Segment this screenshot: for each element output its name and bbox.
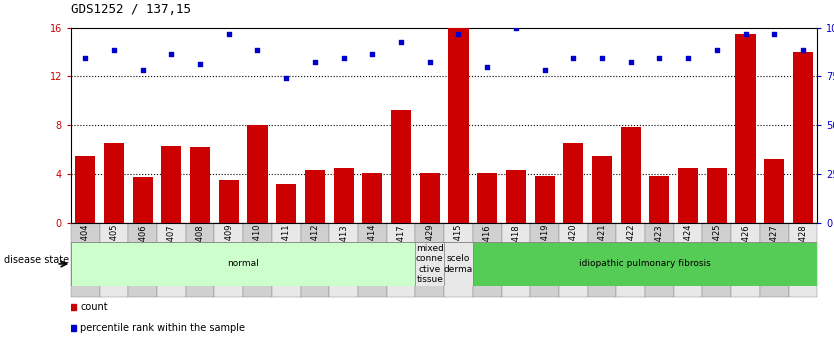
Point [279,75,293,80]
Bar [248,125,268,223]
Bar [706,168,727,223]
Bar [219,180,239,223]
Point [510,25,523,30]
Bar [592,156,612,223]
Bar [358,223,387,297]
Bar [616,223,645,297]
Point [796,47,810,52]
Bar [161,146,182,223]
Bar [272,223,300,297]
Text: GDS1252 / 137,15: GDS1252 / 137,15 [71,3,191,17]
Bar [387,223,415,297]
Bar [305,170,325,223]
Point [767,31,781,37]
Point [365,52,379,57]
Bar [674,223,702,297]
Bar [731,223,760,297]
Bar [104,143,124,223]
Bar [99,223,128,297]
Bar [214,223,244,297]
Point [595,55,609,61]
Text: disease state: disease state [4,256,69,265]
Bar [535,176,555,223]
Text: idiopathic pulmonary fibrosis: idiopathic pulmonary fibrosis [579,259,711,268]
Bar [362,172,382,223]
Text: count: count [80,302,108,312]
Bar [276,184,296,223]
Bar [444,241,473,286]
Point [711,47,724,52]
Bar [559,223,588,297]
Bar [128,223,157,297]
Bar [334,168,354,223]
Point [337,55,350,61]
Bar [449,28,469,223]
Bar [415,223,444,297]
Bar [391,110,411,223]
Point [480,64,494,69]
Bar [501,223,530,297]
Bar [444,223,473,297]
Point [653,55,666,61]
Bar [789,223,817,297]
Bar [133,177,153,223]
Bar [190,147,210,223]
Point [136,68,149,73]
Bar [620,128,641,223]
Bar [75,156,95,223]
Bar [760,223,789,297]
Bar [588,223,616,297]
Bar [530,223,559,297]
Bar [563,143,583,223]
Bar [793,52,813,223]
Bar [71,223,99,297]
Point [423,59,436,65]
Bar [650,176,670,223]
Bar [702,223,731,297]
Bar [244,223,272,297]
Text: scelo
derma: scelo derma [444,254,473,274]
Bar [506,170,526,223]
Point [452,31,465,37]
Bar [71,241,415,286]
Bar [300,223,329,297]
Point [566,55,580,61]
Text: normal: normal [228,259,259,268]
Bar [329,223,358,297]
Point [309,59,322,65]
Bar [186,223,214,297]
Bar [764,159,784,223]
Point [78,55,92,61]
Bar [473,241,817,286]
Text: mixed
conne
ctive
tissue: mixed conne ctive tissue [416,244,444,284]
Bar [415,241,444,286]
Text: percentile rank within the sample: percentile rank within the sample [80,323,245,333]
Bar [157,223,186,297]
Bar [736,34,756,223]
Bar [420,172,440,223]
Bar [645,223,674,297]
Point [251,47,264,52]
Bar [473,223,501,297]
Point [222,31,235,37]
Point [538,68,551,73]
Point [681,55,695,61]
Point [394,39,408,45]
Point [193,61,207,67]
Point [739,31,752,37]
Point [624,59,637,65]
Point [108,47,121,52]
Point [164,52,178,57]
Bar [477,172,497,223]
Bar [678,168,698,223]
